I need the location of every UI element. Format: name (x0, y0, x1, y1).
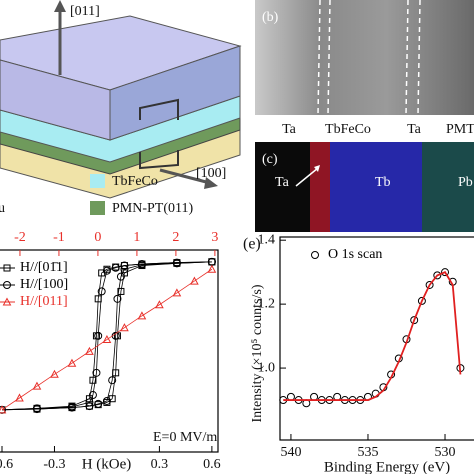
map-label: Pb (458, 175, 473, 190)
plot-frame (0, 249, 219, 453)
marker (155, 300, 164, 309)
marker (15, 393, 24, 402)
marker (94, 331, 103, 340)
series-line (1, 268, 213, 411)
marker (3, 264, 11, 272)
panel-label: (b) (262, 10, 279, 25)
marker (102, 334, 112, 344)
panel-label: (c) (262, 152, 278, 167)
device-schematic (0, 0, 242, 199)
layer-label: PMT (446, 122, 474, 137)
marker (98, 269, 106, 277)
x-axis-label: Binding Energy (eV) (324, 459, 450, 474)
marker (120, 265, 129, 274)
marker (111, 263, 120, 272)
legend-label: O 1s scan (328, 247, 382, 262)
eds-pb-band (422, 142, 474, 232)
axis-label: [100] (196, 166, 226, 181)
legend-label: H//[100] (20, 277, 68, 292)
marker (311, 251, 319, 259)
marker (92, 368, 101, 377)
y-tick-label: 1.2 (258, 296, 276, 311)
marker (116, 272, 125, 281)
layer-boundaries (317, 0, 421, 116)
axis-label: [011] (70, 4, 100, 19)
annotation: E=0 MV/m (153, 430, 217, 445)
x-axis-label: H (kOe) (82, 456, 132, 472)
map-label: Ta (275, 175, 290, 190)
panel-label: (e) (243, 236, 261, 253)
eds-ta-band (310, 142, 332, 232)
y-axis-label: Intensity (×10⁵ counts/s) (250, 284, 265, 422)
marker (2, 297, 12, 306)
marker (85, 402, 94, 411)
x2-tick-label: 3 (211, 230, 218, 245)
marker (89, 376, 97, 384)
marker (94, 399, 103, 408)
marker (120, 261, 129, 270)
layer-label: Ta (407, 122, 422, 137)
x2-tick-label: 0 (94, 230, 101, 245)
marker (85, 398, 94, 407)
x2-tick-label: -1 (53, 230, 65, 245)
x2-tick-label: 1 (133, 230, 140, 245)
marker (417, 296, 426, 305)
legend-label: H//[011] (20, 294, 68, 309)
marker (3, 281, 11, 289)
x2-tick-label: 2 (172, 230, 179, 245)
legend-swatch (90, 174, 105, 188)
marker (137, 260, 146, 269)
layer-label: Ta (282, 122, 297, 137)
x-tick-label: 540 (280, 445, 301, 460)
marker (120, 323, 129, 332)
legend-label: H//[01̄1] (20, 260, 68, 275)
x-tick-label: 535 (357, 445, 378, 460)
marker (108, 395, 116, 403)
marker (85, 346, 94, 355)
y-tick-label: 1.4 (258, 232, 276, 247)
arrow-head (314, 165, 320, 172)
marker (50, 369, 59, 378)
marker (172, 259, 181, 268)
marker (67, 358, 77, 367)
x-tick-label: 530 (435, 445, 456, 460)
marker (207, 264, 217, 273)
marker (88, 391, 97, 400)
marker (102, 396, 111, 405)
legend-label: PMN-PT(011) (112, 201, 193, 216)
marker (410, 316, 419, 325)
x-tick-label: 0.3 (151, 457, 169, 472)
series-line (283, 271, 462, 401)
marker (117, 287, 125, 295)
tem-image (255, 0, 474, 115)
marker (172, 288, 182, 297)
marker (108, 376, 117, 385)
legend-swatch (90, 201, 105, 215)
plot-frame (279, 236, 474, 441)
marker (441, 268, 450, 277)
marker (190, 276, 199, 285)
x-tick-label: 0.6 (203, 457, 221, 472)
marker (97, 287, 106, 296)
x-tick-label: -0.3 (43, 457, 65, 472)
eds-tb-band (330, 142, 422, 232)
layer-label: TbFeCo (325, 122, 371, 137)
marker (32, 405, 41, 414)
legend-label: TbFeCo (112, 174, 158, 189)
marker (102, 266, 111, 275)
legend-label: u (0, 201, 5, 216)
marker (425, 280, 434, 289)
marker (32, 381, 42, 390)
marker (113, 294, 122, 303)
map-label: Tb (375, 175, 391, 190)
arrow (295, 167, 319, 187)
x2-tick-label: -2 (14, 230, 26, 245)
marker (67, 403, 76, 412)
y-tick-label: 1.0 (258, 360, 276, 375)
x-tick-label: -0.6 (0, 457, 13, 472)
marker (433, 271, 442, 280)
marker (0, 405, 7, 414)
marker (137, 311, 147, 320)
